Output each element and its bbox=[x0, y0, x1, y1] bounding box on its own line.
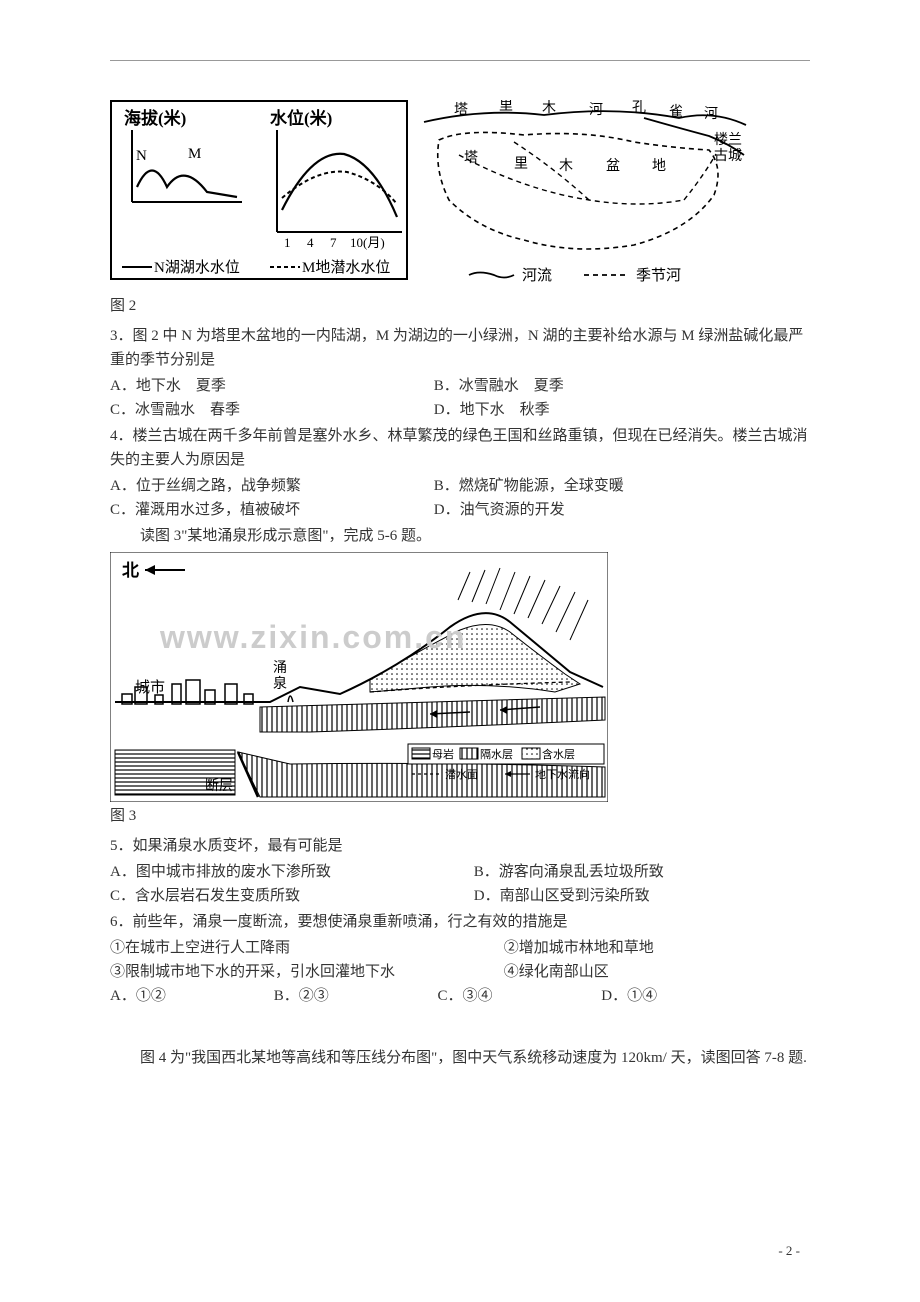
q4-stem: 4．楼兰古城在两千多年前曾是塞外水乡、林草繁茂的绿色王国和丝路重镇，但现在已经消… bbox=[110, 424, 810, 472]
question-6: 6．前些年，涌泉一度断流，要想使涌泉重新喷涌，行之有效的措施是 ①在城市上空进行… bbox=[110, 910, 810, 1008]
basin-mu: 木 bbox=[559, 158, 573, 174]
legend-seasonal: 季节河 bbox=[636, 267, 681, 284]
q5-stem: 5．如果涌泉水质变坏，最有可能是 bbox=[110, 834, 810, 858]
river-li: 里 bbox=[499, 100, 513, 114]
basin-di: 地 bbox=[652, 158, 666, 174]
q3-option-b: B．冰雪融水 夏季 bbox=[434, 378, 564, 394]
spring-diagram-svg: 北 城市 涌 泉 bbox=[110, 552, 608, 802]
north-label: 北 bbox=[122, 561, 139, 580]
q4-option-a: A．位于丝绸之路，战争频繁 bbox=[110, 474, 430, 498]
svg-text:潜水面: 潜水面 bbox=[445, 767, 478, 781]
river-que: 雀 bbox=[669, 104, 683, 120]
q6-option-c: C．③④ bbox=[438, 984, 598, 1008]
question-4: 4．楼兰古城在两千多年前曾是塞外水乡、林草繁茂的绿色王国和丝路重镇，但现在已经消… bbox=[110, 424, 810, 522]
n-label: N bbox=[136, 148, 147, 164]
river-kong: 孔 bbox=[632, 100, 646, 116]
basin-li: 里 bbox=[514, 157, 528, 172]
legend-n: N湖湖水水位 bbox=[154, 259, 240, 276]
q3-stem: 3．图 2 中 N 为塔里木盆地的一内陆湖，M 为湖边的一小绿洲，N 湖的主要补… bbox=[110, 324, 810, 372]
legend-river: 河流 bbox=[522, 267, 552, 284]
q4-option-b: B．燃烧矿物能源，全球变暖 bbox=[434, 478, 624, 494]
m-label: M bbox=[188, 146, 201, 162]
figure2-left-panel: 海拔(米) N M 水位(米) 1 4 7 10(月) N湖湖水水位 M地潜水水… bbox=[110, 100, 408, 280]
basin-pen: 盆 bbox=[606, 158, 620, 174]
xlabel-1: 1 bbox=[284, 235, 291, 250]
xlabel-4: 4 bbox=[307, 235, 314, 250]
river-mu: 木 bbox=[542, 100, 556, 116]
svg-text:隔水层: 隔水层 bbox=[480, 748, 513, 761]
svg-text:地下水流向: 地下水流向 bbox=[535, 767, 590, 781]
figure2-container: 海拔(米) N M 水位(米) 1 4 7 10(月) N湖湖水水位 M地潜水水… bbox=[110, 100, 810, 290]
q78-intro: 图 4 为"我国西北某地等高线和等压线分布图"，图中天气系统移动速度为 120k… bbox=[110, 1046, 810, 1070]
q6-item-1: ①在城市上空进行人工降雨 bbox=[110, 936, 500, 960]
figure2-right-panel: 塔 里 木 河 孔 雀 河 塔 里 木 盆 地 楼兰 古城 河流 季节河 bbox=[414, 100, 754, 290]
q6-item-2: ②增加城市林地和草地 bbox=[504, 940, 654, 956]
question-3: 3．图 2 中 N 为塔里木盆地的一内陆湖，M 为湖边的一小绿洲，N 湖的主要补… bbox=[110, 324, 810, 422]
loulan-label2: 古城 bbox=[714, 148, 742, 164]
elevation-label: 海拔(米) bbox=[124, 108, 186, 128]
page-top-rule bbox=[110, 60, 810, 61]
figure3-caption: 图 3 bbox=[110, 804, 810, 828]
spring-label2: 泉 bbox=[273, 675, 287, 692]
xlabel-7: 7 bbox=[330, 235, 337, 250]
question-5: 5．如果涌泉水质变坏，最有可能是 A．图中城市排放的废水下渗所致 B．游客向涌泉… bbox=[110, 834, 810, 908]
watermark-text: www.zixin.com.cn bbox=[160, 612, 466, 663]
figure3-container: 北 城市 涌 泉 bbox=[110, 552, 608, 802]
q5-option-d: D．南部山区受到污染所致 bbox=[474, 888, 650, 904]
loulan-label1: 楼兰 bbox=[714, 132, 742, 148]
q5-option-a: A．图中城市排放的废水下渗所致 bbox=[110, 860, 470, 884]
river-ta: 塔 bbox=[454, 102, 468, 118]
river-he: 河 bbox=[589, 102, 603, 118]
q6-option-b: B．②③ bbox=[274, 984, 434, 1008]
waterlevel-label: 水位(米) bbox=[270, 108, 332, 128]
elevation-waterlevel-svg: 海拔(米) N M 水位(米) 1 4 7 10(月) N湖湖水水位 M地潜水水… bbox=[112, 102, 410, 282]
q6-item-4: ④绿化南部山区 bbox=[504, 964, 609, 980]
fault-label: 断层 bbox=[205, 778, 233, 794]
q3-option-a: A．地下水 夏季 bbox=[110, 374, 430, 398]
q6-option-a: A．①② bbox=[110, 984, 270, 1008]
svg-text:母岩: 母岩 bbox=[432, 747, 454, 761]
q3-option-c: C．冰雪融水 春季 bbox=[110, 398, 430, 422]
xlabel-10: 10(月) bbox=[350, 235, 385, 250]
q3-option-d: D．地下水 秋季 bbox=[434, 402, 550, 418]
q6-option-d: D．①④ bbox=[601, 988, 657, 1004]
q4-option-d: D．油气资源的开发 bbox=[434, 502, 565, 518]
q4-option-c: C．灌溉用水过多，植被破坏 bbox=[110, 498, 430, 522]
figure2-caption: 图 2 bbox=[110, 294, 810, 318]
q6-stem: 6．前些年，涌泉一度断流，要想使涌泉重新喷涌，行之有效的措施是 bbox=[110, 910, 810, 934]
q5-option-c: C．含水层岩石发生变质所致 bbox=[110, 884, 470, 908]
q56-intro: 读图 3"某地涌泉形成示意图"，完成 5-6 题。 bbox=[110, 524, 810, 548]
q5-option-b: B．游客向涌泉乱丢垃圾所致 bbox=[474, 864, 664, 880]
tarim-map-svg: 塔 里 木 河 孔 雀 河 塔 里 木 盆 地 楼兰 古城 河流 季节河 bbox=[414, 100, 754, 290]
q6-item-3: ③限制城市地下水的开采，引水回灌地下水 bbox=[110, 960, 500, 984]
river-he2: 河 bbox=[704, 106, 718, 122]
svg-text:含水层: 含水层 bbox=[542, 747, 575, 761]
page-number: - 2 - bbox=[778, 1241, 800, 1262]
basin-ta: 塔 bbox=[464, 150, 478, 166]
legend-m: M地潜水水位 bbox=[302, 259, 390, 276]
